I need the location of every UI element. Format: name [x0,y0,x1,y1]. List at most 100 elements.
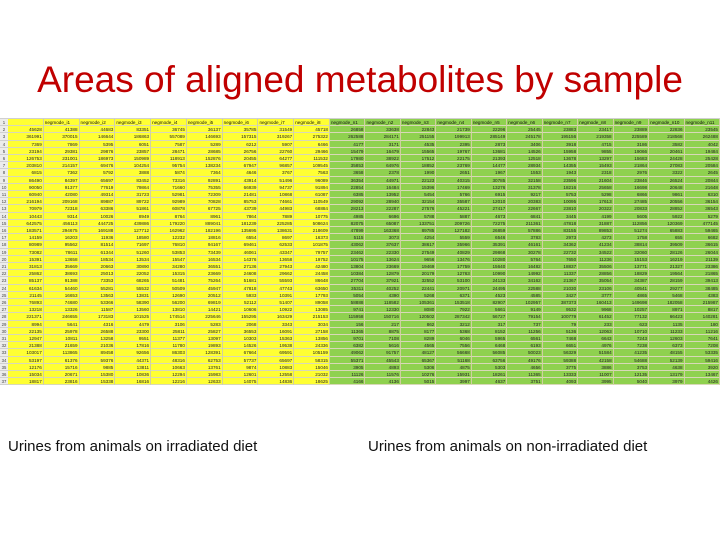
irradiated-cell[interactable]: 18534 [79,255,116,263]
irradiated-cell[interactable]: 29876 [79,147,116,155]
non-irradiated-cell[interactable]: 49062 [330,349,366,357]
non-irradiated-cell[interactable]: 16484 [365,183,401,191]
non-irradiated-cell[interactable]: 4673 [471,212,508,220]
non-irradiated-cell[interactable]: 40252 [365,284,401,292]
irradiated-cell[interactable]: 12633 [186,378,223,386]
non-irradiated-cell[interactable]: 22287 [365,205,401,213]
irradiated-cell[interactable]: 92891 [186,176,223,184]
non-irradiated-cell[interactable]: 21367 [542,277,579,285]
non-irradiated-cell[interactable]: 28940 [365,198,401,206]
irradiated-cell[interactable]: 45947 [186,284,223,292]
non-irradiated-cell[interactable]: 59465 [684,227,720,235]
irradiated-cell[interactable]: 8994 [8,320,44,328]
irradiated-cell[interactable]: 63386 [79,205,116,213]
irradiated-cell[interactable]: 23194 [8,147,44,155]
non-irradiated-cell[interactable]: 23106 [578,284,614,292]
non-irradiated-cell[interactable]: 27417 [471,205,508,213]
irradiated-cell[interactable]: 118913 [151,155,187,163]
irradiated-cell[interactable]: 80989 [8,241,44,249]
non-irradiated-cell[interactable]: 262588 [330,133,366,141]
non-irradiated-cell[interactable]: 43062 [330,241,366,249]
irradiated-cell[interactable]: 29662 [258,270,295,278]
irradiated-cell[interactable]: 10303 [222,335,259,343]
irradiated-cell[interactable]: 30890 [115,263,152,271]
irradiated-cell[interactable]: 63650 [294,284,330,292]
irradiated-cell[interactable]: 103017 [8,349,44,357]
irradiated-cell[interactable]: 9314 [43,212,80,220]
non-irradiated-cell[interactable]: 15479 [330,147,366,155]
non-irradiated-cell[interactable]: 3995 [578,378,614,386]
irradiated-cell[interactable]: 51496 [258,176,295,184]
non-irradiated-cell[interactable]: 9741 [330,306,366,314]
non-irradiated-cell[interactable]: 45543 [365,356,401,364]
non-irradiated-cell[interactable]: 32154 [400,198,437,206]
irradiated-cell[interactable]: 36553 [222,327,259,335]
non-irradiated-cell[interactable]: 48155 [649,349,685,357]
non-irradiated-cell[interactable]: 21139 [684,255,720,263]
non-irradiated-cell[interactable]: 102957 [507,299,543,307]
non-irradiated-cell[interactable]: 58888 [330,299,366,307]
irradiated-cell[interactable]: 85137 [8,277,44,285]
non-irradiated-cell[interactable]: 29868 [471,248,508,256]
non-irradiated-cell[interactable]: 7238 [613,342,650,350]
non-irradiated-cell[interactable]: 26859 [471,227,508,235]
irradiated-cell[interactable]: 5792 [79,169,116,177]
non-irradiated-cell[interactable]: 3777 [578,291,614,299]
irradiated-cell[interactable]: 43347 [258,248,295,256]
non-irradiated-cell[interactable]: 11576 [365,371,401,379]
irradiated-cell[interactable]: 47818 [222,284,259,292]
irradiated-cell[interactable]: 146644 [79,133,116,141]
non-irradiated-column-header[interactable]: negmode_n8 [578,119,614,127]
irradiated-cell[interactable]: 101525 [115,313,152,321]
irradiated-cell[interactable]: 13831 [115,291,152,299]
non-irradiated-cell[interactable]: 20833 [613,205,650,213]
non-irradiated-cell[interactable]: 112856 [613,219,650,227]
non-irradiated-cell[interactable]: 12063 [578,327,614,335]
non-irradiated-cell[interactable]: 21327 [649,263,685,271]
irradiated-cell[interactable]: 21388 [8,342,44,350]
non-irradiated-cell[interactable]: 153518 [436,299,472,307]
non-irradiated-cell[interactable]: 3905 [330,363,366,371]
non-irradiated-cell[interactable]: 4426 [684,378,720,386]
irradiated-cell[interactable]: 35669 [43,263,80,271]
irradiated-cell[interactable]: 214157 [43,162,80,170]
non-irradiated-cell[interactable]: 37637 [365,241,401,249]
non-irradiated-cell[interactable]: 6310 [684,191,720,199]
non-irradiated-cell[interactable]: 23462 [330,248,366,256]
non-irradiated-cell[interactable]: 13771 [613,263,650,271]
non-irradiated-cell[interactable]: 16482 [507,263,543,271]
non-irradiated-cell[interactable]: 49176 [507,356,543,364]
irradiated-cell[interactable]: 104254 [115,162,152,170]
irradiated-cell[interactable]: 51681 [222,277,259,285]
non-irradiated-cell[interactable]: 53335 [684,349,720,357]
irradiated-cell[interactable]: 444725 [79,219,116,227]
irradiated-cell[interactable]: 44983 [258,205,295,213]
non-irradiated-cell[interactable]: 11216 [684,327,720,335]
non-irradiated-cell[interactable]: 13804 [330,263,366,271]
irradiated-cell[interactable]: 20671 [43,371,80,379]
non-irradiated-cell[interactable]: 24495 [471,284,508,292]
irradiated-cell[interactable]: 138234 [186,162,223,170]
irradiated-cell[interactable]: 9551 [115,335,152,343]
non-irradiated-cell[interactable]: 2395 [436,140,472,148]
non-irradiated-cell[interactable]: 118582 [365,299,401,307]
irradiated-cell[interactable]: 56200 [151,299,187,307]
non-irradiated-cell[interactable]: 11126 [330,371,366,379]
non-irradiated-cell[interactable]: 3171 [365,140,401,148]
irradiated-cell[interactable]: 209168 [43,198,80,206]
non-irradiated-cell[interactable]: 21864 [613,162,650,170]
irradiated-cell[interactable]: 23300 [115,327,152,335]
irradiated-cell[interactable]: 31813 [8,263,44,271]
non-irradiated-cell[interactable]: 5661 [471,306,508,314]
irradiated-cell[interactable]: 128391 [186,349,223,357]
non-irradiated-cell[interactable]: 22667 [507,205,543,213]
irradiated-cell[interactable]: 51407 [258,299,295,307]
irradiated-cell[interactable]: 89058 [294,299,330,307]
non-irradiated-cell[interactable]: 72275 [471,219,508,227]
non-irradiated-cell[interactable]: 37921 [365,277,401,285]
non-irradiated-cell[interactable]: 4976 [578,342,614,350]
irradiated-cell[interactable]: 16091 [258,327,295,335]
non-irradiated-cell[interactable]: 5015 [400,378,437,386]
irradiated-cell[interactable]: 52112 [222,299,259,307]
non-irradiated-cell[interactable]: 3886 [578,363,614,371]
